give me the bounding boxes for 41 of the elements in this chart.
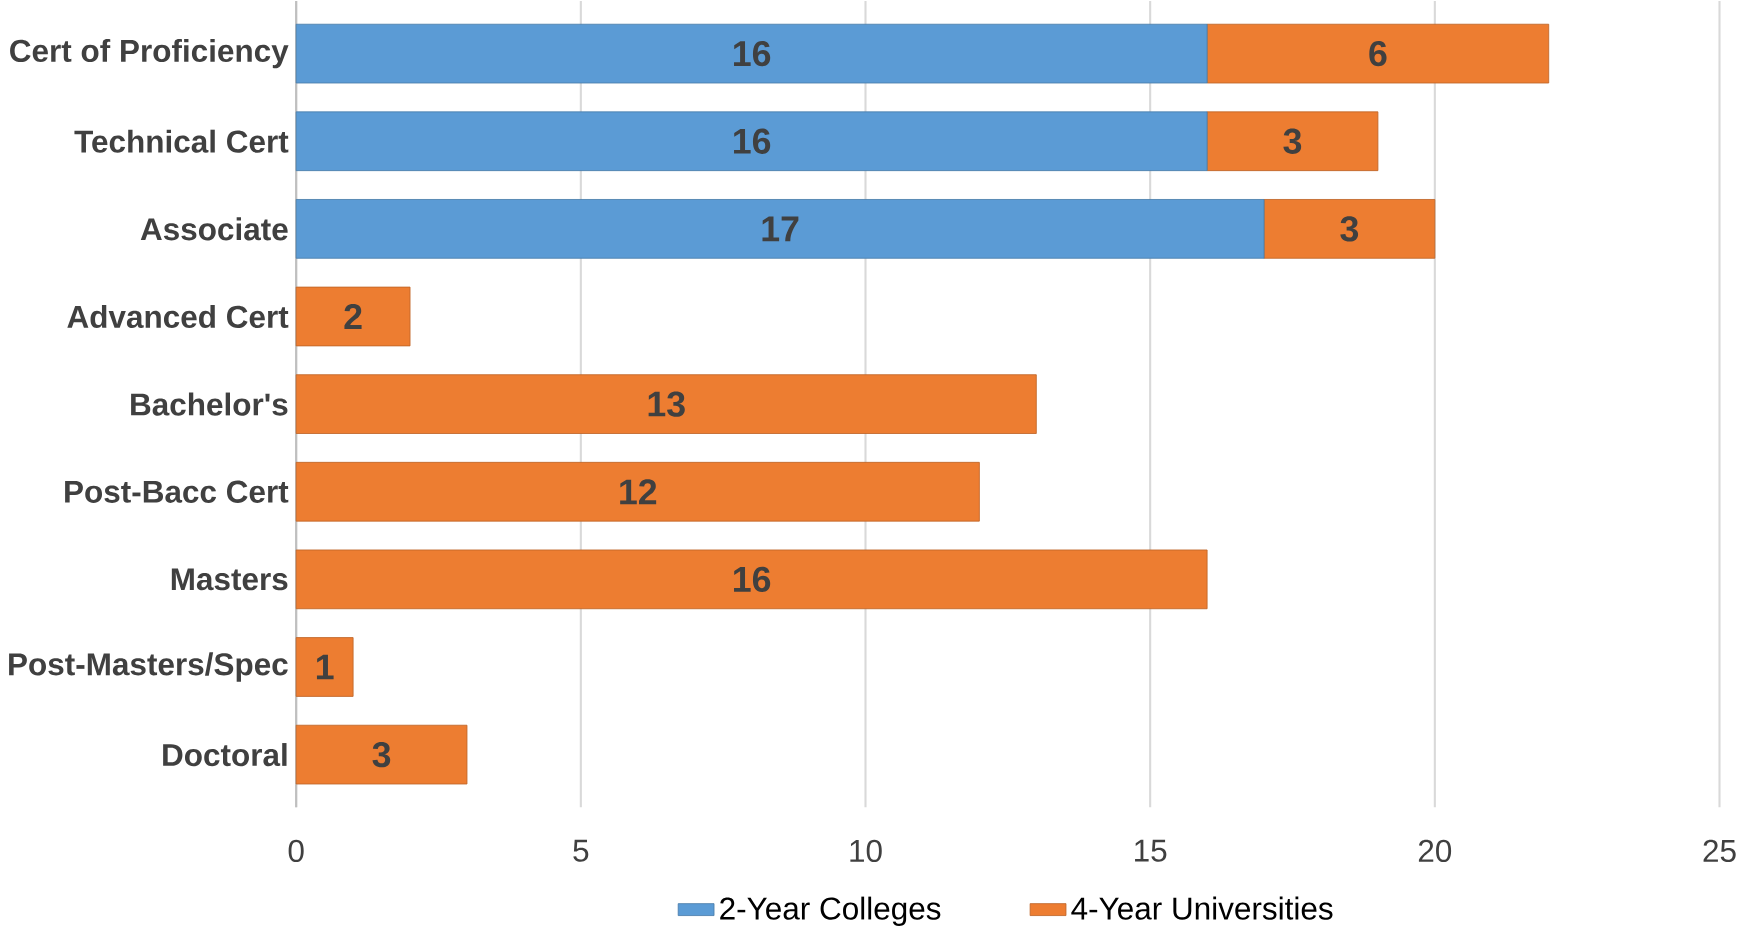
y-tick-label: Post-Bacc Cert bbox=[65, 480, 289, 503]
bar bbox=[295, 111, 1208, 172]
bar bbox=[1206, 111, 1379, 172]
data-label: 3 bbox=[1283, 128, 1302, 154]
bar bbox=[295, 23, 1208, 84]
data-label: 1 bbox=[316, 654, 334, 680]
data-label: 2 bbox=[344, 304, 362, 329]
bar bbox=[295, 461, 980, 522]
data-label: 3 bbox=[1340, 216, 1359, 242]
data-label: 6 bbox=[1369, 41, 1387, 67]
y-tick-label: Associate bbox=[140, 217, 288, 241]
data-label: 17 bbox=[762, 216, 799, 242]
bar bbox=[295, 286, 411, 347]
legend-label: 4-Year Universities bbox=[1071, 896, 1333, 920]
x-tick-label: 25 bbox=[1703, 839, 1736, 863]
bar bbox=[295, 724, 468, 785]
data-label: 16 bbox=[734, 128, 771, 154]
x-tick-label: 20 bbox=[1418, 839, 1452, 863]
x-tick-label: 15 bbox=[1135, 839, 1167, 862]
x-tick-label: 0 bbox=[288, 839, 304, 863]
y-tick-label: Cert of Proficiency bbox=[10, 38, 289, 69]
y-tick-label: Technical Cert bbox=[74, 129, 289, 153]
bar bbox=[295, 549, 1208, 610]
y-tick-label: Doctoral bbox=[163, 743, 287, 767]
x-tick-label: 10 bbox=[850, 839, 882, 863]
y-tick-label: Masters bbox=[171, 568, 288, 591]
y-tick-label: Bachelor's bbox=[131, 392, 288, 416]
legend-label: 2-Year Colleges bbox=[720, 896, 941, 926]
data-label: 13 bbox=[648, 391, 685, 417]
x-tick-label: 5 bbox=[573, 839, 589, 862]
bar bbox=[295, 199, 1265, 259]
data-label: 16 bbox=[734, 566, 771, 593]
bar bbox=[295, 374, 1037, 434]
y-tick-label: Post-Masters/Spec bbox=[9, 652, 288, 682]
data-label: 16 bbox=[734, 41, 771, 67]
y-tick-label: Advanced Cert bbox=[67, 304, 289, 329]
bar bbox=[295, 637, 354, 697]
bar bbox=[1206, 23, 1550, 84]
data-label: 3 bbox=[372, 741, 391, 768]
data-label: 12 bbox=[620, 479, 657, 505]
bar bbox=[1263, 199, 1436, 259]
